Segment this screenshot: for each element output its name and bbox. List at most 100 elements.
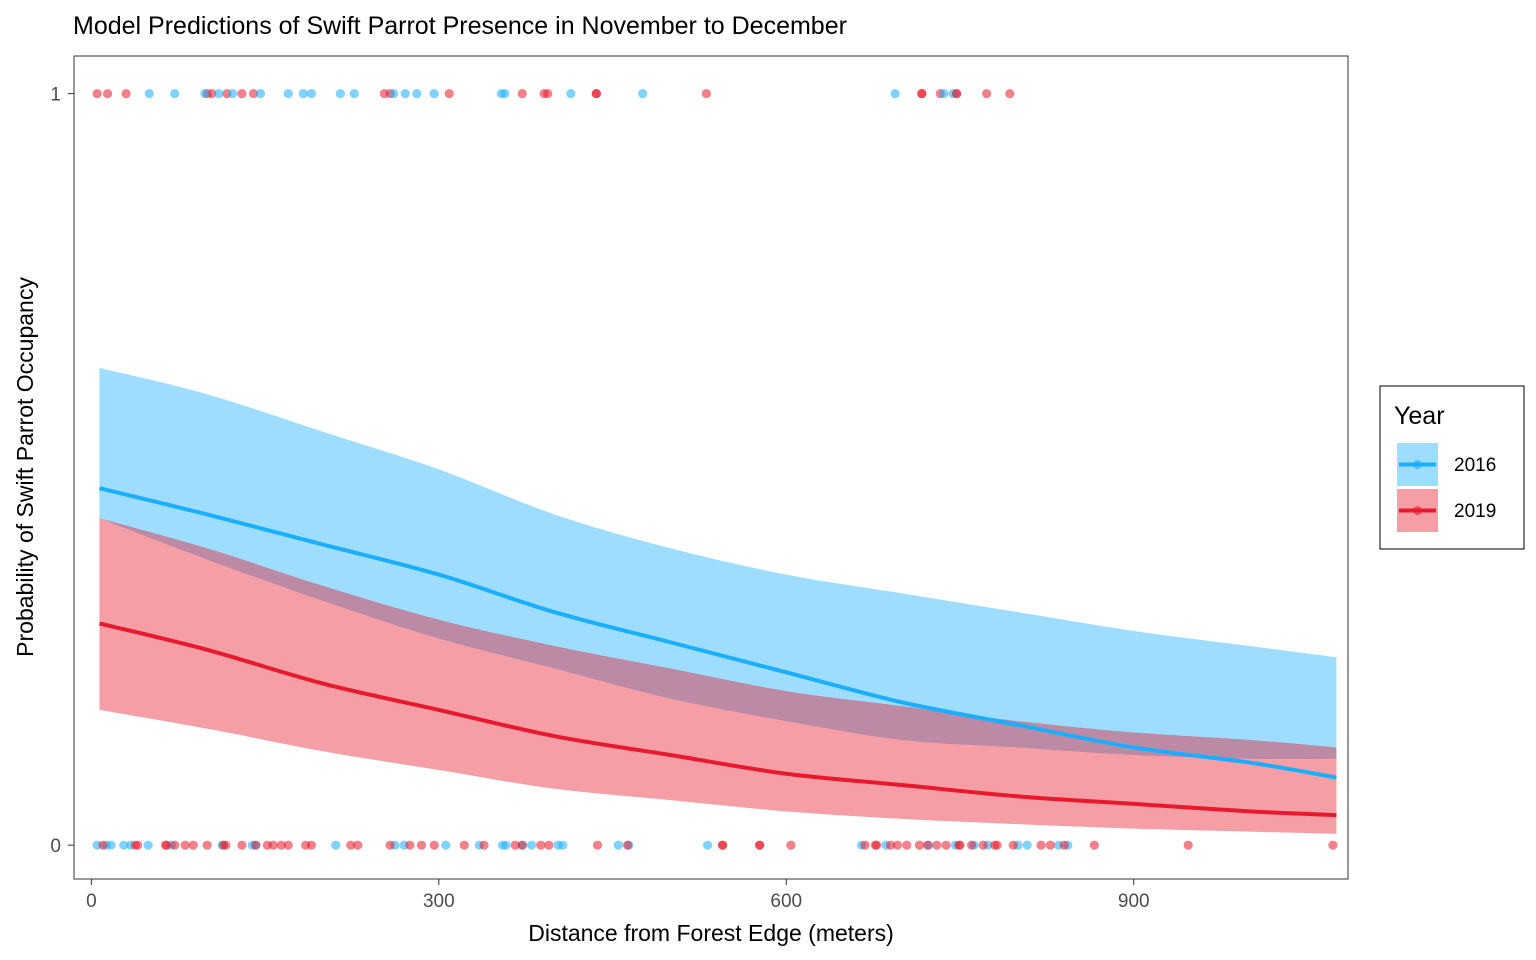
x-tick-label: 900 [1118, 891, 1150, 912]
observation-point-2016 [106, 840, 116, 850]
observation-point-2016 [501, 840, 511, 850]
observation-point-2016 [335, 88, 345, 99]
x-tick-label: 0 [86, 891, 97, 912]
observation-point-2019 [98, 840, 108, 850]
observation-point-2019 [133, 840, 143, 850]
observation-point-2016 [638, 88, 648, 99]
observation-point-2019 [892, 840, 903, 850]
observation-point-2019 [536, 840, 546, 850]
observation-point-2019 [102, 88, 113, 99]
x-tick-label: 600 [770, 891, 802, 912]
observation-point-2019 [966, 840, 977, 850]
observation-point-2016 [526, 840, 537, 850]
observation-point-2019 [954, 840, 964, 850]
legend-label: 2016 [1454, 455, 1496, 476]
observation-point-2019 [385, 840, 395, 850]
observation-point-2019 [1183, 840, 1193, 850]
observation-point-2016 [349, 88, 359, 99]
observation-point-2019 [188, 840, 198, 850]
observation-point-2016 [429, 88, 439, 99]
observation-point-2019 [990, 840, 1000, 850]
legend-box [1379, 385, 1525, 550]
observation-point-2016 [119, 840, 129, 850]
legend-key-point [1412, 505, 1423, 516]
observation-point-2016 [331, 840, 341, 850]
observation-point-2016 [228, 88, 238, 99]
observation-point-2016 [214, 88, 224, 99]
observation-point-2019 [917, 88, 927, 99]
observation-point-2019 [544, 840, 554, 850]
observation-point-2019 [207, 88, 217, 99]
observation-point-2019 [1036, 840, 1046, 850]
observation-point-2019 [1059, 840, 1069, 850]
y-tick-label: 0 [50, 836, 61, 857]
observation-point-2019 [1045, 840, 1055, 850]
observation-point-2019 [872, 840, 882, 850]
observation-point-2019 [539, 88, 549, 99]
observation-point-2019 [170, 840, 180, 850]
observation-point-2019 [251, 840, 261, 850]
y-axis-ticks: 01 [50, 85, 74, 857]
observation-point-2016 [1022, 840, 1032, 850]
observation-point-2019 [701, 88, 711, 99]
observation-point-2019 [517, 88, 527, 99]
observation-point-2019 [416, 840, 427, 850]
chart-title: Model Predictions of Swift Parrot Presen… [73, 12, 847, 40]
observation-points [92, 88, 1338, 850]
x-axis-ticks: 0 300 600 900 [86, 879, 1150, 912]
observation-point-2016 [890, 88, 900, 99]
observation-point-2016 [441, 840, 451, 850]
observation-point-2019 [429, 840, 439, 850]
observation-point-2019 [902, 840, 912, 850]
y-tick-label: 1 [50, 85, 61, 106]
observation-point-2016 [143, 840, 153, 850]
observation-point-2019 [180, 840, 190, 850]
observation-point-2019 [623, 840, 633, 850]
legend-title: Year [1394, 402, 1445, 430]
legend: Year 2016 2019 [1379, 385, 1525, 550]
x-tick-label: 300 [423, 891, 455, 912]
observation-point-2019 [1005, 88, 1015, 99]
observation-point-2019 [885, 840, 896, 850]
observation-point-2019 [982, 88, 992, 99]
y-axis-title: Probability of Swift Parrot Occupancy [12, 277, 38, 657]
observation-point-2019 [1328, 840, 1338, 850]
fit-lines [99, 486, 1337, 818]
observation-point-2019 [405, 840, 415, 850]
observation-point-2016 [613, 840, 623, 850]
observation-point-2016 [389, 88, 399, 99]
fit-line-2016 [99, 486, 1337, 780]
fit-line-2019 [99, 621, 1337, 818]
plot-panel-border [73, 55, 1349, 880]
observation-point-2016 [939, 88, 949, 99]
observation-point-2019 [237, 840, 247, 850]
observation-point-2019 [202, 840, 212, 850]
observation-point-2016 [144, 88, 154, 99]
observation-point-2019 [510, 840, 520, 850]
observation-point-2016 [255, 88, 266, 99]
observation-point-2019 [591, 88, 601, 99]
observation-point-2019 [283, 840, 293, 850]
observation-point-2019 [444, 88, 454, 99]
observation-point-2019 [978, 840, 988, 850]
observation-point-2019 [1008, 840, 1018, 850]
ribbon-2016 [99, 367, 1337, 760]
observation-point-2019 [951, 88, 962, 99]
observation-point-2019 [268, 840, 278, 850]
observation-point-2016 [500, 88, 510, 99]
observation-point-2019 [592, 840, 603, 850]
observation-point-2019 [160, 840, 171, 850]
confidence-ribbons [99, 367, 1337, 834]
x-axis-title: Distance from Forest Edge (meters) [528, 920, 894, 946]
observation-point-2019 [221, 840, 231, 850]
observation-point-2019 [346, 840, 356, 850]
observation-point-2016 [412, 88, 422, 99]
observation-point-2016 [558, 840, 568, 850]
observation-point-2019 [755, 840, 765, 850]
observation-point-2016 [306, 88, 317, 99]
observation-point-2019 [1089, 840, 1099, 850]
observation-point-2019 [276, 840, 286, 850]
observation-point-2019 [922, 840, 933, 850]
observation-point-2019 [786, 840, 796, 850]
